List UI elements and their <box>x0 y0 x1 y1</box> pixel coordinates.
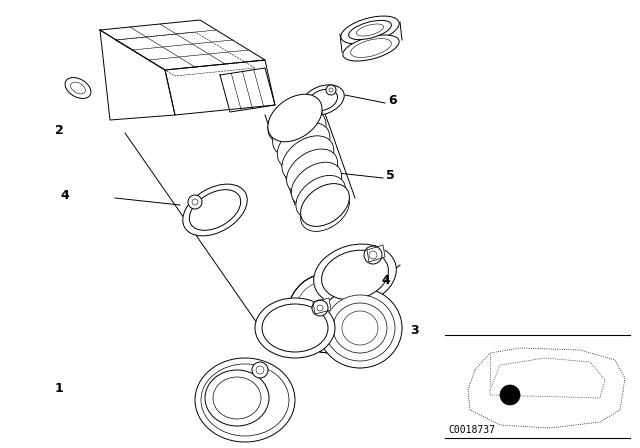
Ellipse shape <box>273 109 326 156</box>
Text: 4: 4 <box>381 273 390 287</box>
Text: C0018737: C0018737 <box>448 425 495 435</box>
Ellipse shape <box>268 96 322 144</box>
Ellipse shape <box>321 250 388 300</box>
Circle shape <box>188 195 202 209</box>
Ellipse shape <box>302 85 344 115</box>
Text: 1: 1 <box>55 382 64 395</box>
Ellipse shape <box>291 162 342 207</box>
Ellipse shape <box>183 184 247 236</box>
Text: 6: 6 <box>388 94 397 107</box>
Ellipse shape <box>277 123 330 169</box>
Polygon shape <box>490 358 605 398</box>
Ellipse shape <box>314 244 396 306</box>
Ellipse shape <box>255 298 335 358</box>
Ellipse shape <box>349 21 391 39</box>
Polygon shape <box>165 60 275 115</box>
Ellipse shape <box>308 89 337 111</box>
Text: 3: 3 <box>410 323 419 336</box>
Circle shape <box>252 362 268 378</box>
Ellipse shape <box>295 280 365 346</box>
Polygon shape <box>100 20 265 70</box>
Circle shape <box>500 385 520 405</box>
Polygon shape <box>313 298 331 314</box>
Ellipse shape <box>318 288 402 368</box>
Ellipse shape <box>268 94 322 142</box>
Text: 4: 4 <box>60 189 68 202</box>
Polygon shape <box>367 245 385 262</box>
Ellipse shape <box>343 35 399 61</box>
Ellipse shape <box>282 136 334 181</box>
Ellipse shape <box>189 190 241 230</box>
Ellipse shape <box>301 189 349 231</box>
Ellipse shape <box>262 304 328 352</box>
Ellipse shape <box>288 273 372 353</box>
Ellipse shape <box>201 364 289 436</box>
Ellipse shape <box>195 358 295 442</box>
Ellipse shape <box>296 176 346 219</box>
Circle shape <box>326 85 336 95</box>
Circle shape <box>364 246 382 264</box>
Text: 5: 5 <box>386 168 395 181</box>
Text: 2: 2 <box>55 124 64 137</box>
Circle shape <box>312 300 328 316</box>
Ellipse shape <box>341 16 399 44</box>
Ellipse shape <box>287 149 338 194</box>
Ellipse shape <box>301 184 349 226</box>
Polygon shape <box>220 68 275 112</box>
Ellipse shape <box>205 370 269 426</box>
Ellipse shape <box>235 391 291 419</box>
Ellipse shape <box>325 295 395 361</box>
Ellipse shape <box>65 78 91 99</box>
Polygon shape <box>468 348 625 428</box>
Polygon shape <box>100 30 175 120</box>
